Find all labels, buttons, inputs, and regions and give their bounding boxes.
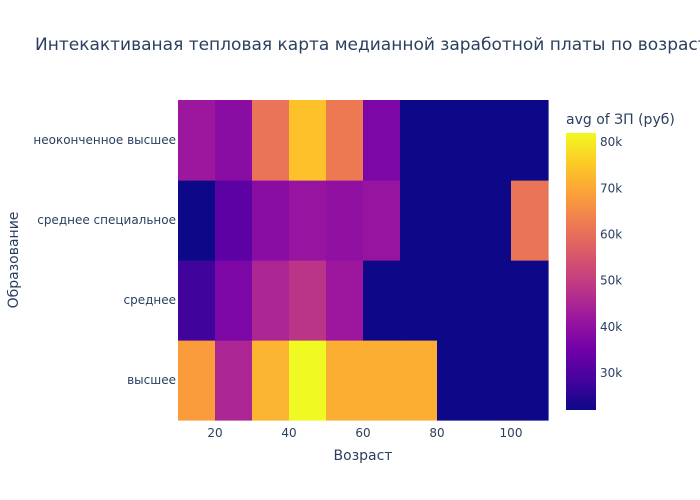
heatmap-cell[interactable] [215,340,253,421]
heatmap-cell[interactable] [252,340,290,421]
heatmap-cell[interactable] [400,100,438,181]
heatmap-cell[interactable] [511,100,549,181]
x-tick-label: 40 [281,426,296,440]
colorbar-tick-label: 80k [600,135,622,149]
heatmap-cell[interactable] [400,260,438,341]
heatmap-cell[interactable] [178,340,216,421]
heatmap-cell[interactable] [178,100,216,181]
heatmap-cell[interactable] [326,180,364,261]
y-axis-title: Образование [6,212,22,309]
heatmap-cell[interactable] [400,180,438,261]
x-tick-label: 60 [355,426,370,440]
heatmap-cell[interactable] [215,260,253,341]
y-axis-ticks: высшее среднее среднее специальное неоконче… [33,133,176,387]
x-axis-title: Возраст [334,448,393,464]
y-tick-label: среднее [123,293,176,307]
heatmap-cell[interactable] [363,180,401,261]
chart-title: Интекактиваная тепловая карта медианной … [35,35,700,55]
colorbar-tick-label: 60k [600,228,622,242]
heatmap-cell[interactable] [252,260,290,341]
heatmap-cell[interactable] [437,260,475,341]
heatmap-cell[interactable] [252,100,290,181]
x-axis-ticks: 20 40 60 80 100 [207,426,522,440]
x-tick-label: 20 [207,426,222,440]
heatmap-cell[interactable] [289,340,327,421]
y-tick-label: высшее [127,373,176,387]
colorbar-tick-label: 50k [600,274,622,288]
heatmap-cell[interactable] [289,180,327,261]
heatmap-cell[interactable] [289,260,327,341]
heatmap-cell[interactable] [178,260,216,341]
colorbar-ticks: 30k 40k 50k 60k 70k 80k [600,135,622,380]
heatmap-cell[interactable] [437,180,475,261]
colorbar-tick-label: 40k [600,320,622,334]
colorbar-tick-label: 30k [600,366,622,380]
heatmap-cell[interactable] [511,260,549,341]
heatmap-cell[interactable] [511,180,549,261]
heatmap-cell[interactable] [437,340,475,421]
heatmap-cell[interactable] [215,180,253,261]
heatmap-cell[interactable] [326,260,364,341]
x-tick-label: 100 [500,426,523,440]
heatmap-cell[interactable] [474,180,512,261]
heatmap-cell[interactable] [326,340,364,421]
heatmap-cell[interactable] [289,100,327,181]
x-tick-label: 80 [429,426,444,440]
heatmap-cell[interactable] [511,340,549,421]
y-tick-label: среднее специальное [37,213,176,227]
heatmap-cell[interactable] [474,260,512,341]
heatmap-cell[interactable] [363,100,401,181]
heatmap-cell[interactable] [363,340,401,421]
heatmap-cell[interactable] [474,100,512,181]
heatmap-cell[interactable] [363,260,401,341]
colorbar-title: avg of ЗП (руб) [566,112,675,128]
colorbar [566,133,596,410]
heatmap-cell[interactable] [178,180,216,261]
heatmap-cell[interactable] [437,100,475,181]
heatmap-cell[interactable] [215,100,253,181]
heatmap-cells [178,100,549,421]
heatmap-cell[interactable] [252,180,290,261]
heatmap-cell[interactable] [400,340,438,421]
colorbar-tick-label: 70k [600,181,622,195]
heatmap-cell[interactable] [326,100,364,181]
heatmap-cell[interactable] [474,340,512,421]
y-tick-label: неоконченное высшее [33,133,176,147]
